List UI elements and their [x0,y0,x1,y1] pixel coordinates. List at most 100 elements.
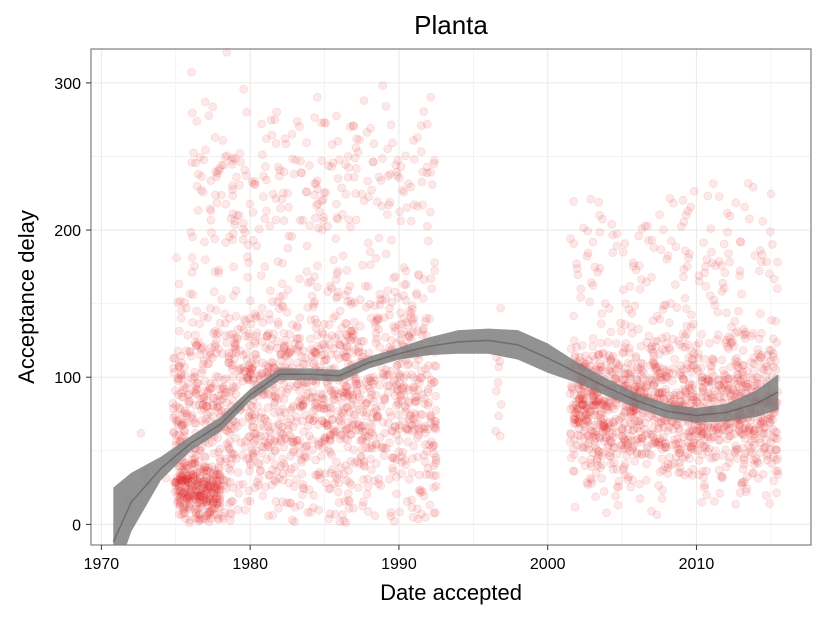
data-point [398,385,408,395]
data-point [225,477,235,487]
data-point [327,162,337,172]
data-point [365,427,375,437]
data-point [294,435,304,445]
y-axis-label: Acceptance delay [14,210,39,384]
data-point [281,335,291,345]
data-point [652,311,662,321]
data-point [273,317,283,327]
data-point [192,378,202,388]
data-point [174,326,184,336]
data-point [298,401,308,411]
data-point [337,399,347,408]
data-point [367,441,377,451]
data-point [334,330,344,340]
data-point [298,490,307,500]
data-point [762,429,772,438]
data-point [594,197,604,207]
data-point [340,434,350,444]
data-point [232,172,241,182]
data-point [407,468,417,477]
data-point [431,471,441,481]
data-point [271,496,281,506]
data-point [228,360,238,370]
data-point [709,453,719,463]
data-point [348,419,358,429]
data-point [396,216,406,226]
data-point [755,334,764,344]
data-point [321,355,331,365]
data-point [222,338,232,348]
data-point [738,370,748,379]
data-point [697,429,707,439]
data-point [295,274,304,284]
data-point [195,445,205,455]
data-point [331,457,341,467]
data-point [269,329,278,339]
data-point [679,264,689,274]
data-point [195,350,205,359]
data-point [327,283,337,293]
data-point [401,296,411,305]
data-point [684,468,694,478]
data-point [647,235,657,245]
data-point [494,411,504,421]
data-point [429,361,439,371]
data-point [496,303,506,313]
data-point [270,392,280,402]
data-point [424,398,434,408]
data-point [334,497,344,507]
data-point [339,469,349,479]
data-point [285,329,295,339]
data-point [268,358,278,368]
data-point [321,478,331,488]
data-point [358,260,367,270]
data-point [225,330,235,340]
data-point [343,151,353,161]
data-point [257,448,267,458]
data-point [383,171,393,181]
data-point [686,363,696,373]
data-point [278,429,288,439]
data-point [218,135,228,145]
data-point [708,179,718,189]
data-point [212,335,221,345]
data-point [419,107,429,116]
data-point [773,257,782,267]
data-point [173,373,183,383]
data-point [317,438,327,447]
data-point [616,318,625,328]
data-point [325,435,335,445]
data-point [389,377,399,386]
data-point [761,491,771,500]
data-point [247,416,257,426]
data-point [363,281,373,291]
data-point [355,295,365,305]
data-point [174,430,184,440]
data-point [276,349,285,359]
data-point [219,481,229,491]
data-point [312,92,322,102]
data-point [296,394,306,404]
data-point [395,359,405,369]
data-point [239,363,249,372]
data-point [376,481,386,491]
data-point [377,442,387,452]
data-point [310,113,320,122]
data-point [590,436,599,446]
data-point [430,508,440,518]
data-point [681,304,691,314]
data-point [738,464,748,474]
data-point [421,470,431,479]
data-point [412,433,422,443]
data-point [346,430,356,440]
data-point [675,445,684,455]
data-point [714,192,724,202]
data-point [431,458,441,468]
data-point [314,470,324,480]
data-point [293,323,303,332]
data-point [187,267,197,277]
data-point [186,351,196,361]
data-point [260,414,269,424]
data-point [769,452,778,462]
data-point [214,408,224,418]
